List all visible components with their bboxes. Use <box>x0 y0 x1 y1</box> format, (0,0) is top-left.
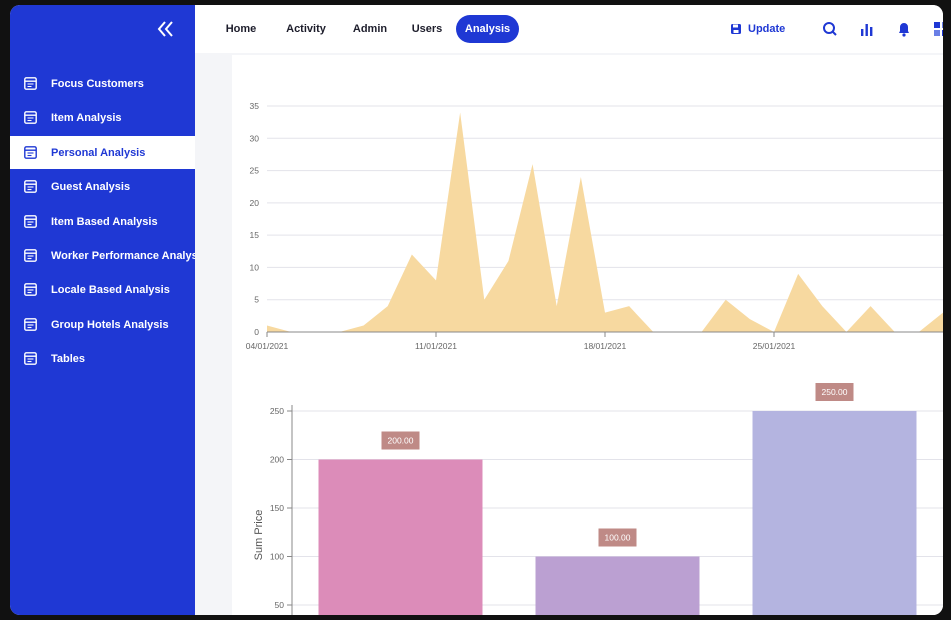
table-icon <box>24 111 37 124</box>
y-tick-label: 10 <box>250 262 260 272</box>
sidebar-item-label: Focus Customers <box>51 77 144 90</box>
bar-value-label: 250.00 <box>822 387 848 397</box>
sidebar-item-label: Locale Based Analysis <box>51 283 170 296</box>
update-label: Update <box>748 23 786 35</box>
sidebar: Focus Customers Item Analysis Personal Ana… <box>10 5 195 615</box>
sidebar-item-label: Worker Performance Analysis <box>51 249 195 262</box>
y-tick-label: 25 <box>250 166 260 176</box>
table-icon <box>24 318 37 331</box>
y-tick-label: 5 <box>254 295 259 305</box>
table-icon <box>24 146 37 159</box>
table-icon <box>24 215 37 228</box>
y-tick-label: 150 <box>270 503 284 513</box>
bar-value-label-bg <box>815 383 854 401</box>
table-icon <box>24 352 37 365</box>
bar <box>535 556 700 615</box>
sidebar-item-guest-analysis[interactable]: Guest Analysis <box>10 170 195 203</box>
x-tick-label: 18/01/2021 <box>584 341 627 351</box>
bar-chart: 50 100 150 200 250 Sum Price 200.00 100.00 250.0… <box>253 383 943 615</box>
table-icon <box>24 77 37 90</box>
bar-value-label-bg <box>381 431 420 450</box>
y-tick-label: 20 <box>250 198 260 208</box>
y-tick-label: 100 <box>270 552 284 562</box>
bar-chart-icon[interactable] <box>858 20 876 38</box>
sidebar-item-worker-performance-analysis[interactable]: Worker Performance Analysis <box>10 239 195 272</box>
double-chevron-left-icon[interactable] <box>155 19 177 39</box>
sidebar-item-label: Tables <box>51 352 86 365</box>
table-icon <box>24 180 37 193</box>
grid-icon[interactable] <box>932 20 943 38</box>
analysis-content: 0 5 10 15 20 25 30 35 04/01/2021 11/01/2021 18/01/… <box>232 55 943 615</box>
x-tick-label: 25/01/2021 <box>753 341 796 351</box>
y-tick-label: 0 <box>254 327 259 337</box>
y-axis-label: Sum Price <box>253 510 265 561</box>
sidebar-item-label: Guest Analysis <box>51 180 131 193</box>
area-chart: 0 5 10 15 20 25 30 35 04/01/2021 11/01/2021 18/01/… <box>246 101 943 351</box>
bar-value-label: 200.00 <box>388 436 414 446</box>
y-tick-label: 250 <box>270 406 284 416</box>
x-tick-label: 11/01/2021 <box>415 341 457 351</box>
top-header: Home Activity Admin Users Analysis Updat… <box>195 5 943 53</box>
bar <box>318 459 483 615</box>
sidebar-item-label: Item Based Analysis <box>51 215 158 228</box>
bar-value-label: 100.00 <box>605 533 631 543</box>
sidebar-item-personal-analysis[interactable]: Personal Analysis <box>10 136 195 169</box>
nav-activity[interactable]: Activity <box>286 23 326 35</box>
sidebar-item-item-based-analysis[interactable]: Item Based Analysis <box>10 205 195 238</box>
nav-analysis[interactable]: Analysis <box>456 15 519 43</box>
area-series <box>267 112 943 332</box>
sidebar-item-item-analysis[interactable]: Item Analysis <box>10 101 195 134</box>
sidebar-item-label: Item Analysis <box>51 111 122 124</box>
sidebar-item-label: Personal Analysis <box>51 146 146 159</box>
sidebar-item-focus-customers[interactable]: Focus Customers <box>10 67 195 100</box>
search-icon[interactable] <box>821 20 839 38</box>
bell-icon[interactable] <box>895 20 913 38</box>
sidebar-item-label: Group Hotels Analysis <box>51 318 169 331</box>
sidebar-item-group-hotels-analysis[interactable]: Group Hotels Analysis <box>10 308 195 341</box>
table-icon <box>24 249 37 262</box>
update-button[interactable]: Update <box>730 19 785 39</box>
y-tick-label: 15 <box>250 230 260 240</box>
y-tick-label: 50 <box>275 600 285 610</box>
save-icon <box>731 24 741 34</box>
sidebar-item-tables[interactable]: Tables <box>10 342 195 375</box>
y-tick-label: 35 <box>250 101 260 111</box>
nav-users[interactable]: Users <box>411 23 443 35</box>
sidebar-item-locale-based-analysis[interactable]: Locale Based Analysis <box>10 273 195 306</box>
bar-value-label-bg <box>598 528 637 547</box>
y-tick-label: 30 <box>250 133 260 143</box>
table-icon <box>24 283 37 296</box>
nav-admin[interactable]: Admin <box>352 23 388 35</box>
x-tick-label: 04/01/2021 <box>246 341 289 351</box>
y-tick-label: 200 <box>270 455 284 465</box>
nav-home[interactable]: Home <box>225 23 257 35</box>
bar <box>752 411 917 615</box>
app-window: Focus Customers Item Analysis Personal Ana… <box>10 5 943 615</box>
